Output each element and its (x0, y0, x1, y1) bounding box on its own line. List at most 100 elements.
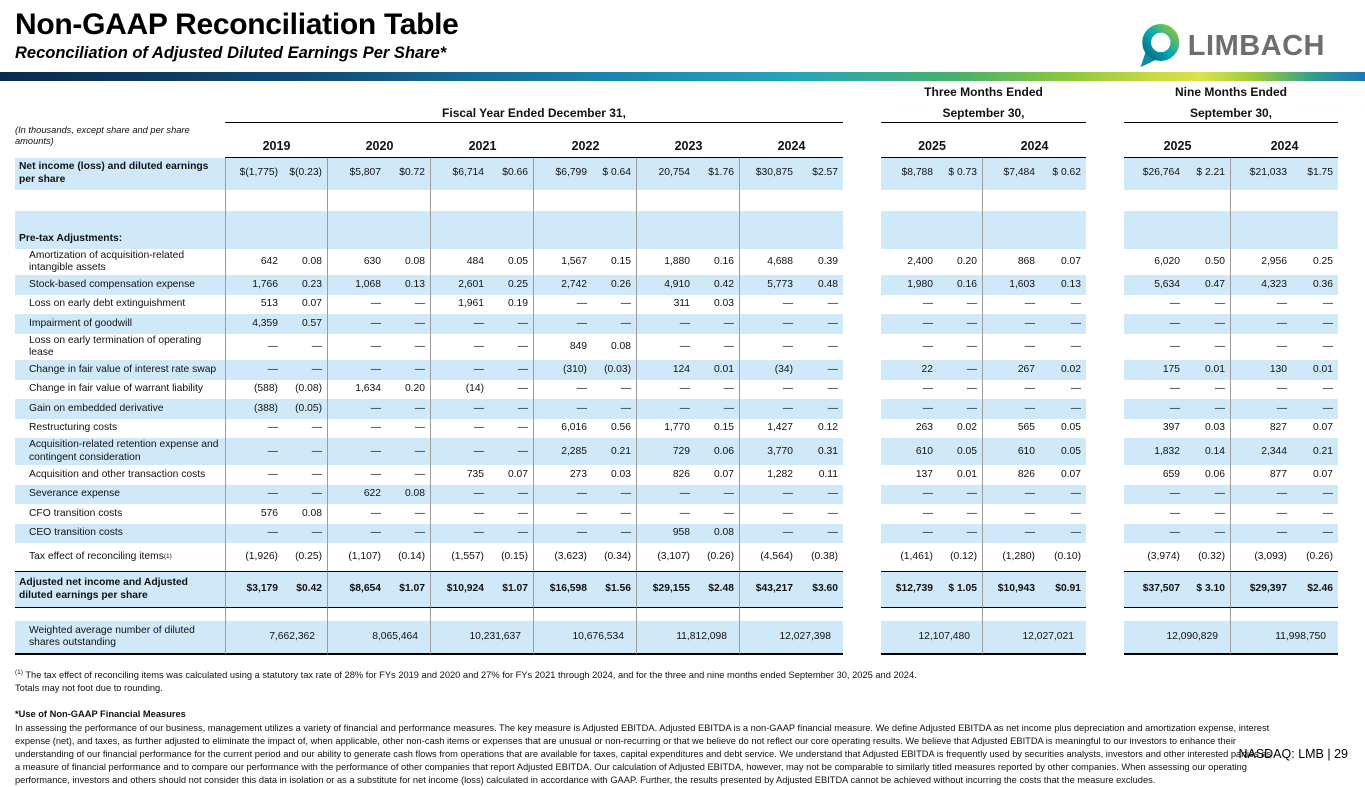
value-cell: 622 (328, 484, 389, 505)
value-cell: $21,033 (1231, 157, 1295, 190)
q3-period-title: Three Months Ended (924, 84, 1043, 99)
value-cell: — (431, 314, 492, 334)
value-cell: — (922, 340, 933, 352)
value-cell: 1,603 (983, 275, 1043, 295)
row-label: CFO transition costs (29, 507, 123, 519)
value-cell: — (1124, 523, 1188, 544)
value-cell: — (1231, 523, 1295, 544)
col-gap (843, 211, 881, 249)
value-cell: 5,773 (740, 275, 801, 295)
value-cell: (0.34) (595, 543, 637, 572)
value-cell: $2.46 (1295, 571, 1338, 609)
value-cell: 0.36 (1295, 275, 1338, 295)
value-cell: — (1169, 383, 1180, 395)
col-gap (843, 314, 881, 334)
col-gap (1086, 249, 1124, 276)
value-cell: — (389, 399, 431, 419)
value-cell: 0.20 (941, 248, 983, 276)
col-gap (843, 485, 881, 505)
value-cell: 0.07 (1312, 468, 1333, 480)
value-cell: 2,344 (1231, 438, 1295, 466)
value-cell: — (328, 438, 389, 466)
value-cell: — (576, 298, 587, 310)
row-label: Acquisition and other transaction costs (29, 468, 206, 480)
value-cell: — (1295, 523, 1338, 544)
value-cell: 0.08 (389, 248, 431, 276)
value-cell: — (1070, 383, 1081, 395)
value-cell: $1.07 (492, 571, 534, 609)
value-cell: 0.11 (818, 468, 838, 480)
value-cell: — (983, 314, 1043, 334)
value-cell: — (698, 399, 740, 419)
value-cell: — (983, 523, 1043, 544)
value-cell: (0.26) (698, 543, 740, 572)
value-cell: — (827, 340, 838, 352)
units-note: (In thousands, except share and per shar… (15, 124, 190, 147)
value-cell: — (1024, 298, 1035, 310)
row-label: Amortization of acquisition-related inta… (29, 249, 185, 273)
value-cell: 513 (225, 294, 286, 315)
value-cell: 610 (983, 438, 1043, 466)
col-gap (843, 571, 881, 608)
col-gap (843, 608, 881, 621)
value-cell: $30,875 (740, 157, 801, 190)
col-gap (843, 101, 881, 123)
value-cell: — (801, 484, 843, 505)
value-cell: — (389, 294, 431, 315)
col-gap (1086, 608, 1124, 621)
value-cell: 0.05 (1043, 438, 1086, 466)
value-cell: 0.13 (1043, 275, 1086, 295)
value-cell: (0.38) (811, 550, 838, 562)
value-cell: 12,090,829 (1124, 621, 1231, 656)
value-cell: $0.42 (286, 571, 328, 609)
value-cell: $12,739 (881, 571, 941, 609)
value-cell: — (492, 504, 534, 524)
value-cell: — (576, 383, 587, 395)
value-cell: — (1295, 399, 1338, 419)
col-gap (1086, 334, 1124, 361)
value-cell: — (698, 314, 740, 334)
value-cell: $1.56 (595, 571, 637, 609)
col-gap (843, 380, 881, 400)
value-cell: 0.07 (698, 465, 740, 485)
value-cell: 0.39 (817, 255, 838, 267)
empty-cell (328, 210, 431, 249)
value-cell: — (534, 523, 595, 544)
col-gap (1086, 524, 1124, 544)
value-cell: 2,742 (534, 275, 595, 295)
value-cell: 0.25 (1312, 255, 1333, 267)
value-cell: (0.10) (1054, 550, 1081, 562)
value-cell: — (286, 360, 328, 380)
value-cell: — (941, 399, 983, 419)
empty-cell (534, 608, 637, 622)
value-cell: — (1070, 340, 1081, 352)
q3-period-header: September 30, (881, 101, 1086, 123)
empty-cell (1231, 210, 1338, 249)
value-cell: 0.01 (941, 465, 983, 485)
col-gap (1086, 101, 1124, 123)
value-cell: 0.16 (941, 275, 983, 295)
value-cell: (3,974) (1147, 550, 1180, 562)
value-cell: 0.08 (698, 523, 740, 544)
value-cell: 175 (1124, 360, 1188, 380)
value-cell: — (941, 504, 983, 524)
brand-logo: LIMBACH (1137, 22, 1325, 70)
value-cell: — (389, 333, 431, 361)
value-cell: 0.05 (941, 438, 983, 466)
empty-cell (225, 608, 328, 622)
value-cell: — (1231, 484, 1295, 505)
value-cell: $16,598 (534, 571, 595, 609)
col-gap (843, 295, 881, 315)
title-block: Non-GAAP Reconciliation Table Reconcilia… (0, 0, 1365, 63)
value-cell: — (1295, 484, 1338, 505)
value-cell: 124 (637, 360, 698, 380)
value-cell: 11,812,098 (637, 621, 740, 656)
value-cell: 4,910 (637, 275, 698, 295)
value-cell: — (1124, 484, 1188, 505)
value-cell: — (225, 523, 286, 544)
use-of-non-gaap-heading: *Use of Non-GAAP Financial Measures (15, 709, 186, 720)
value-cell: 137 (915, 468, 933, 480)
value-cell: — (431, 360, 492, 380)
reconciliation-table: Three Months Ended Nine Months Ended Fisca… (15, 84, 1365, 656)
value-cell: — (740, 399, 801, 419)
